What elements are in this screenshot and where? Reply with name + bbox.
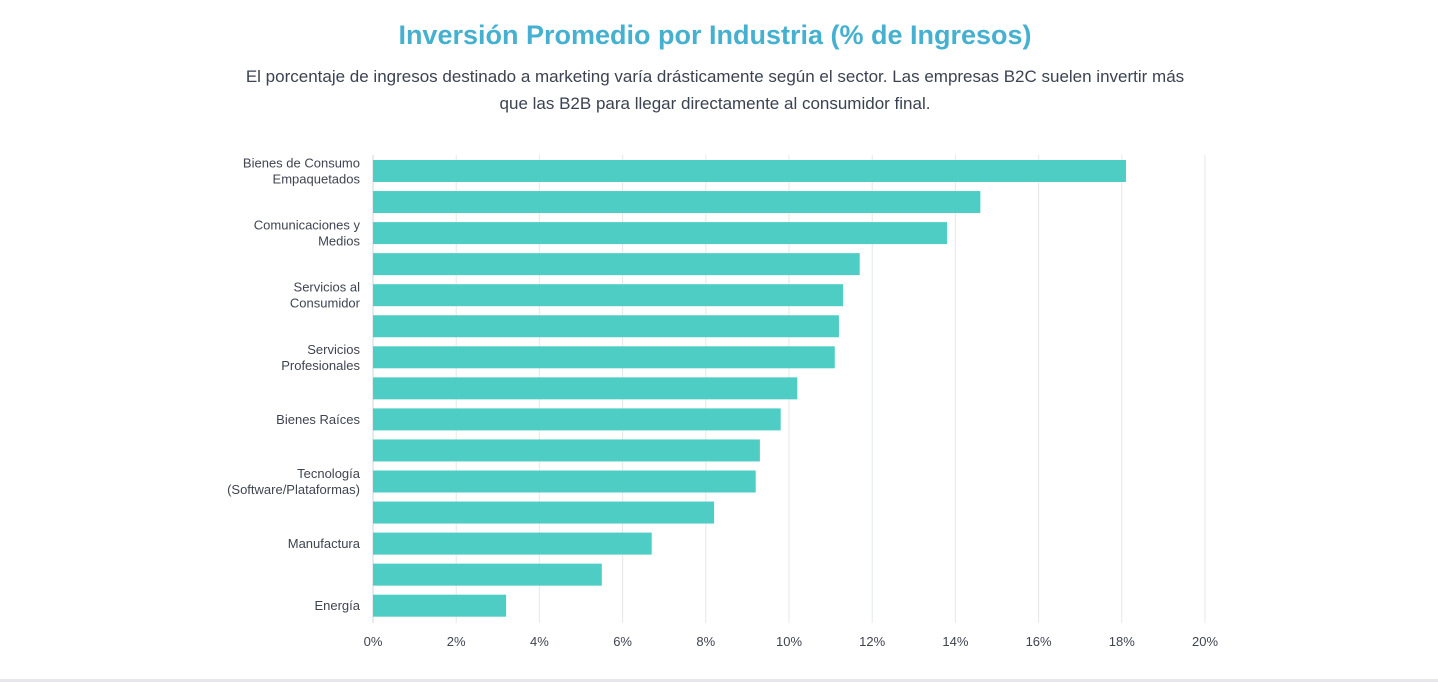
x-tick-label: 10%	[776, 634, 802, 649]
x-tick-label: 14%	[942, 634, 968, 649]
x-tick-label: 20%	[1192, 634, 1218, 649]
y-category-label-line: Bienes de Consumo	[243, 156, 360, 171]
y-category-label-line: Manufactura	[288, 536, 361, 551]
y-category-label: Bienes de Consumo Empaquetados	[243, 156, 361, 187]
y-category-label-line: Energía	[314, 598, 360, 613]
x-tick-label: 4%	[530, 634, 549, 649]
y-category-label: Tecnología (Software/Plataformas)	[227, 466, 361, 497]
y-category-label-line: Profesionales	[281, 358, 360, 373]
bar	[373, 439, 760, 462]
x-tick-label: 0%	[364, 634, 383, 649]
y-category-label-line: Consumidor	[290, 296, 361, 311]
bar	[373, 594, 507, 617]
y-category-label: Servicios al Consumidor	[290, 280, 361, 311]
y-category-label: Manufactura	[288, 536, 361, 551]
bar	[373, 315, 839, 338]
y-category-label-line: Bienes Raíces	[276, 412, 360, 427]
y-category-label: Bienes Raíces	[276, 412, 360, 427]
x-tick-label: 6%	[613, 634, 632, 649]
x-tick-label: 2%	[447, 634, 466, 649]
chart-subtitle: El porcentaje de ingresos destinado a ma…	[245, 67, 1185, 113]
bar	[373, 501, 715, 524]
y-category-label: Servicios Profesionales	[281, 342, 360, 373]
bar	[373, 408, 781, 431]
bar	[373, 377, 798, 400]
bar	[373, 191, 981, 214]
y-category-label-line: (Software/Plataformas)	[227, 482, 360, 497]
y-category-label-line: Comunicaciones y	[254, 218, 361, 233]
y-category-label: Comunicaciones y Medios	[254, 218, 361, 249]
chart-title: Inversión Promedio por Industria (% de I…	[398, 20, 1032, 50]
bar	[373, 563, 602, 586]
bar	[373, 470, 756, 493]
y-category-label-line: Medios	[318, 234, 360, 249]
bar	[373, 253, 860, 276]
bottom-divider	[0, 679, 1438, 682]
y-category-label-line: Empaquetados	[273, 172, 361, 187]
bar	[373, 160, 1126, 182]
x-tick-label: 12%	[859, 634, 885, 649]
y-category-label-line: Tecnología	[297, 466, 361, 481]
y-category-label-line: Servicios al	[294, 280, 361, 295]
x-tick-label: 18%	[1109, 634, 1135, 649]
bar	[373, 284, 844, 307]
x-tick-label: 16%	[1026, 634, 1052, 649]
bar	[373, 222, 948, 245]
x-tick-label: 8%	[696, 634, 715, 649]
bar	[373, 346, 835, 369]
y-category-label: Energía	[314, 598, 360, 613]
y-category-label-line: Servicios	[307, 342, 360, 357]
bar	[373, 532, 652, 555]
